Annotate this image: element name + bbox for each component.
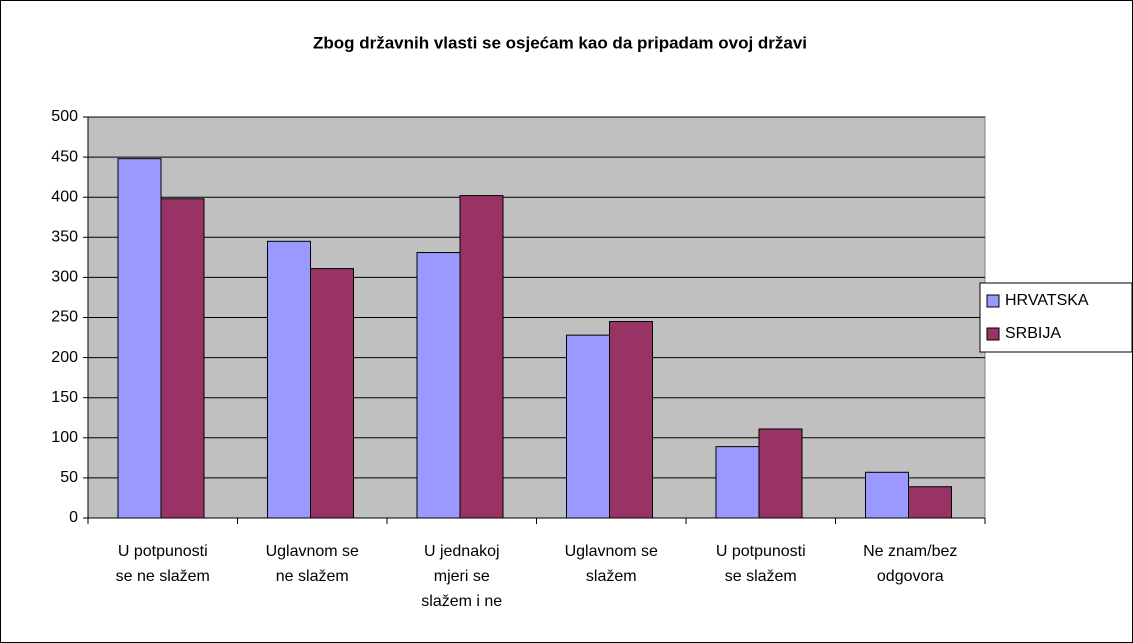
y-tick-label: 300 <box>51 269 78 286</box>
bar <box>758 428 803 519</box>
bar <box>865 471 909 519</box>
x-tick-line: Ne znam/bez <box>863 543 957 560</box>
y-tick-label: 150 <box>51 389 78 406</box>
x-tick-label: U potpunosti se slažem <box>716 543 806 585</box>
legend-box <box>979 282 1133 353</box>
bar <box>117 158 162 519</box>
bar <box>908 486 952 519</box>
x-tick-label: Uglavnom se ne slažem <box>266 543 359 585</box>
x-tick-label: U potpunosti se ne slažem <box>116 543 210 585</box>
bar <box>310 268 354 519</box>
y-tick-label: 0 <box>69 509 78 526</box>
x-tick-line: U potpunosti <box>716 543 806 560</box>
bar <box>715 446 760 519</box>
x-tick-line: mjeri se <box>434 568 490 585</box>
legend-swatch <box>986 327 1000 341</box>
x-tick-label: U jednakoj mjeri se slažem i ne <box>421 543 502 610</box>
y-tick-label: 400 <box>51 188 78 205</box>
x-tick-line: se slažem <box>725 568 797 585</box>
x-tick-line: ne slažem <box>276 568 349 585</box>
legend-label: HRVATSKA <box>1005 292 1089 309</box>
x-tick-line: U potpunosti <box>118 543 208 560</box>
bar <box>267 240 311 519</box>
legend-swatch <box>986 294 1000 308</box>
bar <box>160 198 205 519</box>
y-tick-label: 50 <box>60 469 78 486</box>
x-tick-line: se ne slažem <box>116 568 210 585</box>
bar <box>416 252 461 519</box>
y-tick-label: 250 <box>51 309 78 326</box>
x-tick-label: Uglavnom se slažem <box>565 543 658 585</box>
y-tick-label: 450 <box>51 148 78 165</box>
x-tick-line: odgovora <box>877 568 944 585</box>
x-tick-line: Uglavnom se <box>565 543 658 560</box>
y-tick-label: 200 <box>51 349 78 366</box>
y-tick-label: 100 <box>51 429 78 446</box>
bar <box>459 195 504 519</box>
legend-label: SRBIJA <box>1005 325 1061 342</box>
x-tick-line: slažem i ne <box>421 593 502 610</box>
x-tick-line: slažem <box>586 568 637 585</box>
bar <box>609 321 653 519</box>
x-tick-line: U jednakoj <box>424 543 500 560</box>
chart-title: Zbog državnih vlasti se osjećam kao da p… <box>313 33 807 52</box>
bar <box>566 334 610 519</box>
y-tick-label: 350 <box>51 229 78 246</box>
x-tick-label: Ne znam/bez odgovora <box>863 543 957 585</box>
y-tick-label: 500 <box>51 108 78 125</box>
x-tick-line: Uglavnom se <box>266 543 359 560</box>
